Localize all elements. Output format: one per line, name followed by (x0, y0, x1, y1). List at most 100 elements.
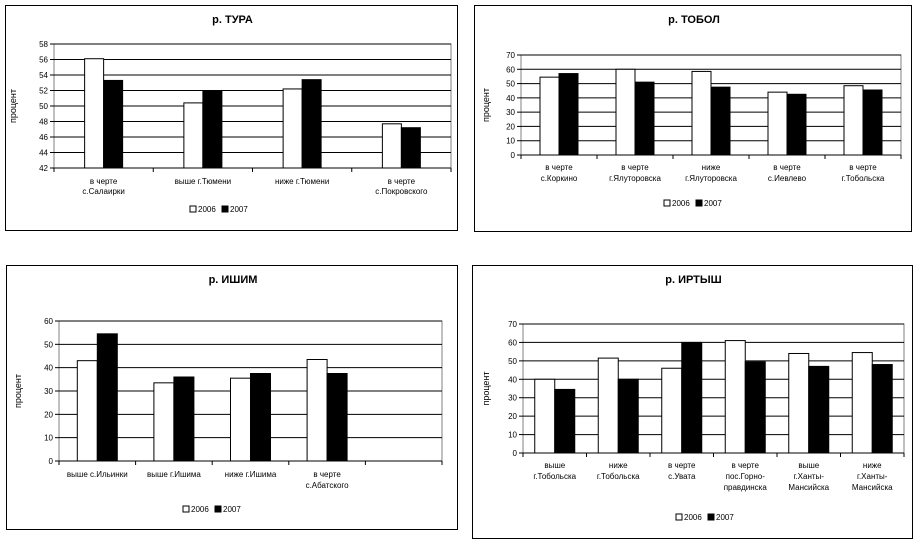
legend-label: 2006 (684, 513, 702, 522)
category-label: в черте (773, 163, 801, 172)
chart-ishim: р. ИШИМ 0 10 20 30 40 50 60 процент выше с.Ильинк… (13, 274, 443, 514)
y-tick-label: 50 (506, 80, 515, 89)
legend-swatch-2007 (221, 205, 229, 213)
y-tick-label: 0 (49, 457, 54, 466)
category-label: с.Абатского (306, 481, 350, 490)
bar-2006 (381, 123, 402, 169)
legend-swatch-2006 (663, 199, 671, 207)
y-tick-label: 30 (44, 387, 53, 396)
bar-2007 (400, 127, 421, 169)
category-label: с.Покровского (375, 187, 428, 196)
chart-title: р. ТОБОЛ (668, 14, 720, 26)
category-label: выше с.Ильинки (67, 470, 128, 479)
y-tick-label: 20 (506, 122, 515, 131)
y-tick-label: 50 (508, 357, 517, 366)
y-axis-label: процент (13, 374, 23, 408)
category-label: ниже (609, 461, 628, 470)
bar-2006 (539, 76, 560, 156)
y-tick-label: 40 (44, 364, 53, 373)
bar-2006 (230, 377, 251, 462)
category-label: ниже г.Тюмени (275, 177, 329, 186)
category-label: пос.Горно- (726, 472, 766, 481)
legend-label: 2007 (230, 205, 248, 214)
category-label: с.Коркино (541, 174, 578, 183)
legend-swatch-2007 (695, 199, 703, 207)
category-label: ниже (863, 461, 882, 470)
chart-panel-tobol: р. ТОБОЛ 0 10 20 30 40 50 60 70 процент в черте с.К… (474, 5, 912, 232)
y-tick-label: 60 (506, 65, 515, 74)
y-tick-label: 58 (39, 40, 48, 49)
category-label: Мансийска (852, 483, 893, 492)
category-label: выше (544, 461, 565, 470)
category-label: правдинска (724, 483, 768, 492)
chart-title: р. ТУРА (212, 14, 253, 26)
bar-2006 (661, 367, 683, 454)
category-label: Мансийска (788, 483, 829, 492)
bar-2007 (786, 93, 807, 156)
category-label: выше (798, 461, 819, 470)
plot-area (522, 323, 905, 454)
bar-2006 (534, 378, 556, 454)
legend-label: 2006 (191, 505, 209, 514)
y-tick-label: 30 (508, 394, 517, 403)
bar-2007 (808, 365, 830, 454)
y-tick-label: 40 (508, 375, 517, 384)
chart-panel-tura: р. ТУРА 42 44 46 48 50 52 54 56 58 процент в черте с… (5, 5, 458, 231)
y-tick-label: 0 (511, 151, 516, 160)
legend-swatch-2007 (214, 505, 222, 513)
bar-2006 (282, 88, 303, 169)
bar-2007 (681, 341, 703, 454)
category-label: г.Тобольска (842, 174, 885, 183)
bar-2007 (202, 90, 223, 169)
chart-irtysh: р. ИРТЫШ 0 10 20 30 40 50 60 70 процент выше г.Тобо… (481, 274, 905, 522)
bar-2007 (862, 89, 883, 156)
y-tick-label: 20 (508, 412, 517, 421)
category-label: в черте (732, 461, 760, 470)
y-tick-label: 30 (506, 108, 515, 117)
chart-title: р. ИРТЫШ (665, 274, 721, 286)
y-tick-label: 50 (39, 102, 48, 111)
bar-2007 (554, 388, 576, 454)
y-tick-label: 54 (39, 71, 48, 80)
bar-2007 (326, 373, 348, 462)
bar-2007 (710, 86, 731, 156)
bar-2007 (173, 376, 195, 462)
bar-2006 (183, 102, 204, 169)
category-label: в черте (90, 177, 118, 186)
y-tick-label: 0 (513, 449, 518, 458)
bar-2006 (84, 58, 105, 169)
bar-2006 (306, 359, 328, 462)
y-tick-label: 10 (44, 434, 53, 443)
legend-swatch-2006 (675, 513, 683, 521)
category-label: выше г.Тюмени (175, 177, 232, 186)
y-axis-label: процент (8, 89, 18, 123)
bar-2006 (76, 360, 98, 462)
y-tick-label: 56 (39, 56, 48, 65)
legend-label: 2006 (198, 205, 216, 214)
legend-swatch-2006 (182, 505, 190, 513)
y-tick-label: 48 (39, 118, 48, 127)
category-label: г.Тобольска (533, 472, 576, 481)
bar-2007 (871, 364, 893, 454)
bar-2007 (617, 378, 639, 454)
category-label: в черте (668, 461, 696, 470)
y-axis-label: процент (481, 371, 491, 405)
legend-label: 2007 (716, 513, 734, 522)
legend-label: 2006 (672, 199, 690, 208)
category-label: в черте (545, 163, 573, 172)
y-tick-label: 40 (506, 94, 515, 103)
y-tick-label: 10 (508, 431, 517, 440)
y-tick-label: 20 (44, 410, 53, 419)
category-label: выше г.Ишима (147, 470, 201, 479)
bar-2006 (788, 352, 810, 454)
y-axis-label: процент (481, 88, 491, 122)
y-tick-label: 70 (506, 51, 515, 60)
legend-label: 2007 (223, 505, 241, 514)
bar-2006 (724, 340, 746, 454)
chart-panel-irtysh: р. ИРТЫШ 0 10 20 30 40 50 60 70 процент выше г.Тобо… (472, 265, 913, 539)
y-tick-label: 70 (508, 320, 517, 329)
bar-2007 (250, 373, 271, 462)
legend-label: 2007 (704, 199, 722, 208)
legend-swatch-2007 (707, 513, 715, 521)
